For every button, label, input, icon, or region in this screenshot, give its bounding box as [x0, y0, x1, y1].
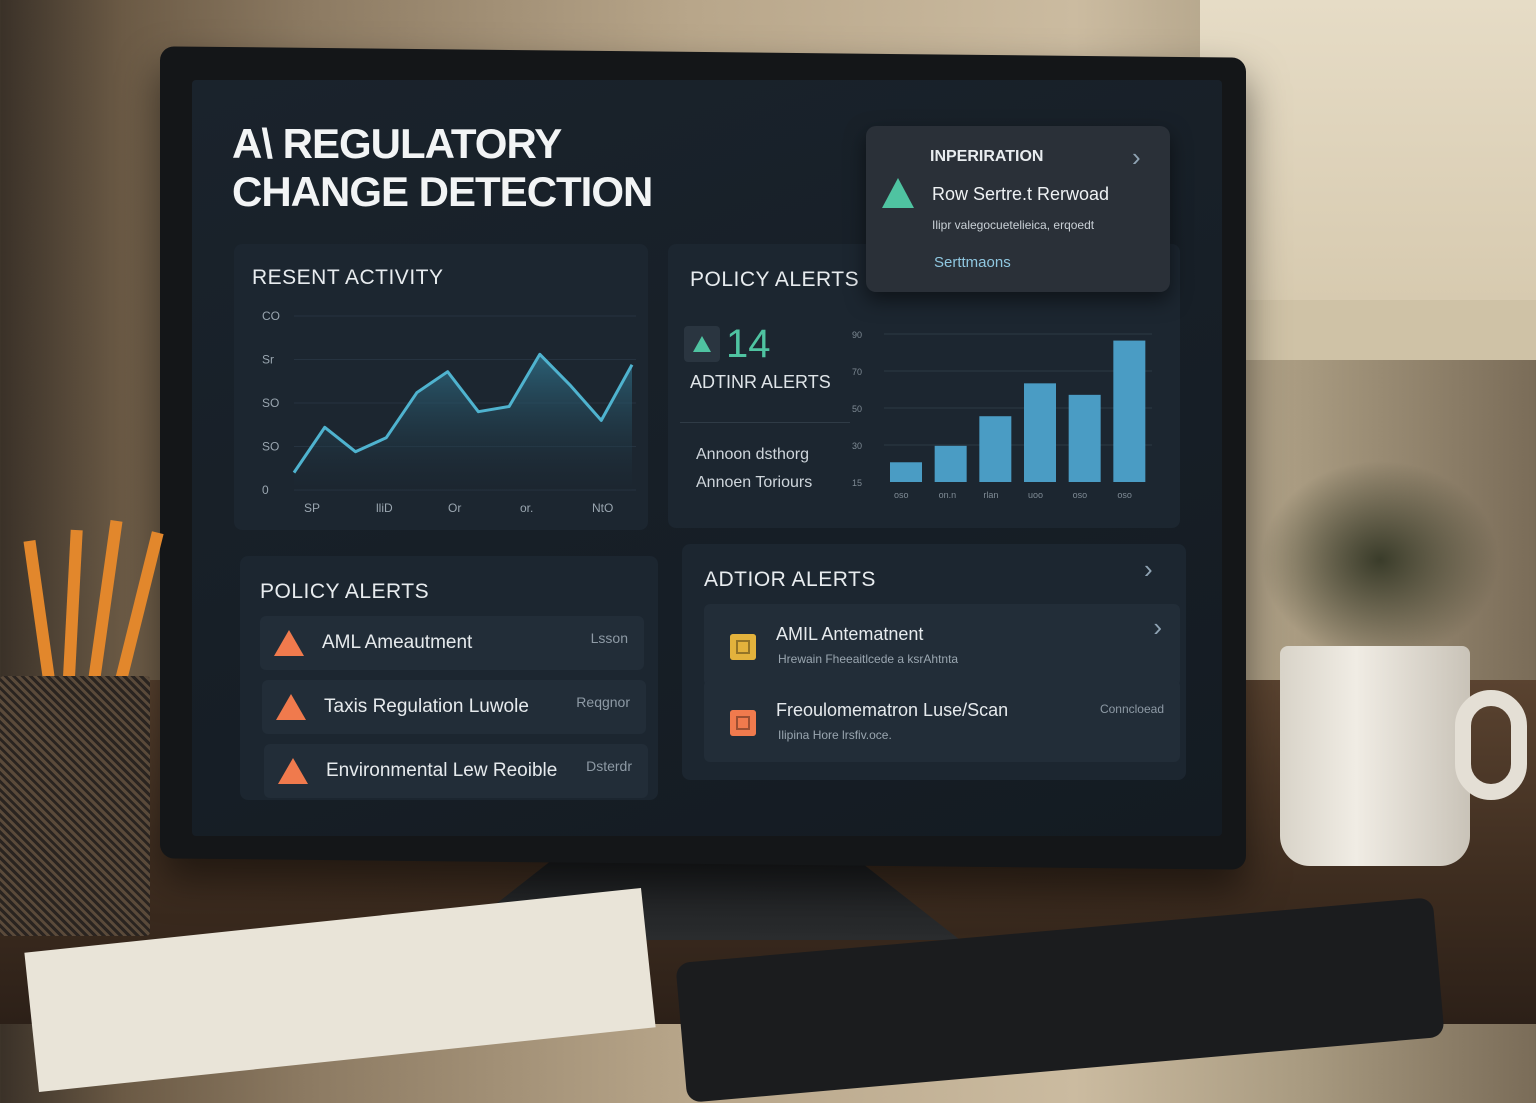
document-icon [730, 634, 756, 660]
x-tick-label: oso [1117, 490, 1132, 500]
policy-alert-tag: Reqgnor [576, 694, 630, 710]
bar [1068, 394, 1101, 482]
window-sill [1220, 300, 1536, 360]
recent-activity-panel: RESENT ACTIVITY 0 SO SO Sr CO SP lliD Or or. NtO [234, 244, 648, 530]
action-alert-row[interactable]: Freoulomematron Luse/Scan Ilipina Hore l… [704, 680, 1180, 762]
summary-line-1: Annoon dsthorg [696, 446, 809, 463]
square-icon [730, 710, 756, 736]
bar [890, 462, 922, 482]
area-fill [294, 354, 632, 490]
bar [1113, 340, 1146, 482]
policy-alert-tag: Lsson [590, 630, 628, 646]
action-alert-status: Conncloead [1099, 702, 1164, 716]
policy-alert-row[interactable]: Taxis Regulation Luwole Reqgnor [262, 680, 646, 734]
panel-title: ADTIOR ALERTS [704, 568, 876, 591]
y-tick-label: CO [262, 309, 280, 323]
panel-title: POLICY ALERTS [260, 580, 430, 603]
warning-triangle-icon [276, 694, 306, 720]
chevron-right-icon[interactable]: › [1132, 142, 1141, 172]
summary-line-2: Annoen Toriours [696, 474, 813, 491]
panel-title: RESENT ACTIVITY [252, 266, 444, 289]
alert-count: 14 [726, 322, 771, 366]
y-tick-label: 90 [852, 330, 862, 340]
divider [680, 422, 850, 423]
notification-title: Row Sertre.t Rerwoad [932, 184, 1110, 204]
x-tick-label: uoo [1028, 490, 1043, 500]
x-tick-label: or. [520, 501, 533, 515]
policy-alert-label: AML Ameautment [322, 632, 473, 653]
bar [934, 445, 967, 482]
action-alert-description: Ilipina Hore lrsfiv.oce. [778, 728, 892, 742]
x-tick-label: oso [894, 490, 909, 500]
bar [1024, 383, 1056, 482]
panel-title: POLICY ALERTS [690, 268, 860, 291]
y-tick-label: 15 [852, 478, 862, 488]
y-tick-label: 50 [852, 404, 862, 414]
x-tick-label: rlan [983, 490, 998, 500]
x-tick-label: Or [448, 501, 461, 515]
activity-line [292, 352, 634, 474]
y-tick-label: 0 [262, 483, 269, 497]
x-tick-label: SP [304, 501, 320, 515]
y-tick-label: 30 [852, 441, 862, 451]
policy-alert-row[interactable]: AML Ameautment Lsson [260, 616, 644, 670]
x-tick-label: on.n [939, 490, 957, 500]
plant [1260, 460, 1500, 660]
warning-triangle-icon [882, 178, 914, 208]
up-triangle-icon [693, 336, 711, 352]
title-line-2: CHANGE DETECTION [232, 168, 653, 215]
action-alert-label: AMIL Antematnent [776, 624, 924, 644]
action-alert-label: Freoulomematron Luse/Scan [776, 700, 1009, 720]
line-chart: 0 SO SO Sr CO SP lliD Or or. NtO [262, 309, 636, 515]
y-tick-label: SO [262, 440, 279, 454]
notification-link[interactable]: Serttmaons [934, 254, 1011, 271]
x-tick-label: NtO [592, 501, 613, 515]
page-title: A\ REGULATORY CHANGE DETECTION [232, 120, 653, 216]
chevron-right-icon[interactable]: › [1144, 554, 1153, 584]
mug-handle [1455, 690, 1527, 800]
background-window [1200, 0, 1536, 320]
notification-body: Ilipr valegocuetelieica, erqoedt [932, 218, 1095, 232]
warning-triangle-icon [274, 630, 304, 656]
x-tick-label: oso [1073, 490, 1088, 500]
chevron-right-icon[interactable]: › [1153, 612, 1162, 642]
policy-alert-label: Taxis Regulation Luwole [324, 696, 529, 717]
action-alert-row[interactable]: AMIL Antematnent Hrewain Fheeaitlcede a … [704, 604, 1180, 686]
x-tick-label: lliD [376, 501, 393, 515]
policy-alert-label: Environmental Lew Reoible [326, 760, 558, 781]
coffee-mug [1280, 646, 1470, 866]
y-tick-label: SO [262, 396, 279, 410]
policy-alert-row[interactable]: Environmental Lew Reoible Dsterdr [264, 744, 648, 798]
notification-popup[interactable]: INPERIRATION › Row Sertre.t Rerwoad Ilip… [866, 126, 1170, 292]
y-tick-label: Sr [262, 353, 274, 367]
y-tick-label: 70 [852, 367, 862, 377]
warning-triangle-icon [278, 758, 308, 784]
notification-heading: INPERIRATION [930, 148, 1044, 165]
policy-alert-tag: Dsterdr [586, 758, 632, 774]
count-label: ADTINR ALERTS [690, 372, 831, 392]
bar [979, 416, 1012, 482]
title-line-1: A\ REGULATORY [232, 120, 562, 167]
count-badge [684, 326, 720, 362]
pencil-holder [0, 676, 150, 936]
bar-chart: 15 30 50 70 90 oso on.n rlan uoo oso oso [852, 330, 1152, 500]
action-alert-description: Hrewain Fheeaitlcede a ksrAhtnta [778, 652, 959, 666]
